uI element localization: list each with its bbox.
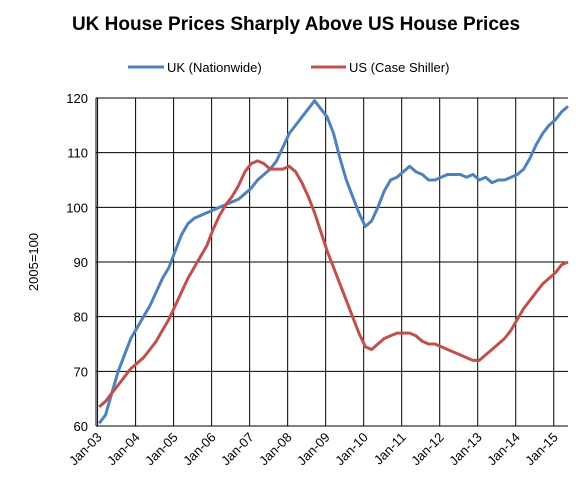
x-tick-label: Jan-05 [142,430,181,469]
x-tick-label: Jan-04 [104,430,143,469]
y-tick-label: 110 [67,146,88,161]
x-tick-label: Jan-14 [484,430,523,469]
x-tick-label: Jan-10 [332,430,371,469]
y-tick-label: 90 [74,255,88,270]
y-tick-label: 60 [74,419,88,434]
x-tick-label: Jan-13 [446,430,485,469]
legend-label-uk: UK (Nationwide) [167,60,262,75]
series-line-uk [98,99,569,425]
series-lines [98,99,569,425]
y-tick-label: 120 [66,91,88,106]
y-tick-label: 80 [74,310,88,325]
x-tick-label: Jan-09 [294,430,333,469]
x-tick-label: Jan-07 [218,430,257,469]
x-tick-label: Jan-08 [256,430,295,469]
x-tick-label: Jan-15 [522,430,561,469]
x-tick-label: Jan-03 [66,430,105,469]
y-tick-label: 70 [74,364,88,379]
axes [95,98,568,427]
legend-label-us: US (Case Shiller) [349,60,449,75]
y-axis-title: 2005=100 [26,233,41,291]
x-tick-label: Jan-12 [408,430,447,469]
x-tick-label: Jan-11 [371,430,409,468]
y-tick-label: 100 [66,200,88,215]
series-line-us [98,159,569,409]
y-axis-ticks: 60 70 80 90 100 110 120 [66,91,88,434]
chart-title: UK House Prices Sharply Above US House P… [72,14,520,35]
x-axis-ticks: Jan-03 Jan-04 Jan-05 Jan-06 Jan-07 Jan-08 Jan-… [66,430,561,469]
x-tick-label: Jan-06 [180,430,219,469]
legend: UK (Nationwide) US (Case Shiller) [128,60,449,75]
